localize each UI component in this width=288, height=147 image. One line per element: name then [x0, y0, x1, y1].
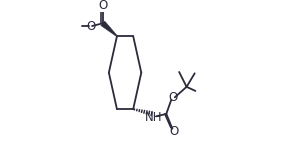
Text: O: O — [98, 0, 108, 12]
Text: O: O — [170, 125, 179, 138]
Text: O: O — [168, 91, 178, 104]
Text: O: O — [86, 20, 95, 32]
Polygon shape — [101, 21, 117, 37]
Text: NH: NH — [145, 111, 162, 124]
